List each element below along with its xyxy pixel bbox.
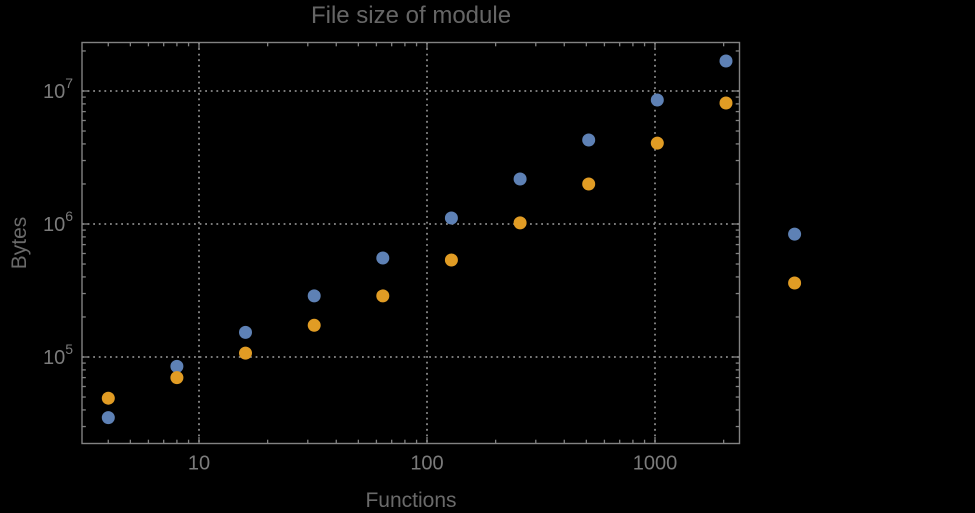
point-series-2-orange-x256 (513, 216, 527, 230)
point-series-2-orange-x16 (239, 346, 252, 360)
point-series-2-orange-x128 (444, 253, 458, 267)
x-axis-label: Functions (365, 489, 457, 512)
point-series-2-orange-x4096 (788, 276, 802, 290)
point-series-1-blue-x2048 (719, 54, 733, 68)
point-series-1-blue-x4 (101, 411, 115, 425)
y-tick-labels: 105 106 107 (43, 75, 73, 369)
y-tick-label-10e7: 107 (43, 75, 73, 103)
x-tick-label-100: 100 (410, 453, 443, 475)
point-series-1-blue-x32 (307, 289, 321, 303)
point-series-2-orange-x1024 (650, 136, 664, 150)
series-2-orange (101, 96, 802, 405)
point-series-2-orange-x2048 (719, 96, 733, 110)
y-tick-label-10e5: 105 (43, 341, 73, 369)
y-tick-label-10e6: 106 (43, 208, 73, 236)
point-series-2-orange-x4 (101, 391, 115, 405)
point-series-1-blue-x8 (170, 359, 184, 373)
point-series-2-orange-x64 (376, 289, 390, 303)
gridlines (82, 42, 740, 444)
point-series-1-blue-x16 (239, 325, 252, 339)
point-series-1-blue-x1024 (650, 93, 664, 107)
x-tick-label-1000: 1000 (633, 453, 678, 475)
plot-frame (81, 41, 741, 445)
point-series-1-blue-x4096 (788, 227, 802, 241)
point-series-1-blue-x256 (513, 172, 527, 186)
point-series-2-orange-x32 (307, 318, 321, 332)
series-1-blue (101, 54, 802, 425)
point-series-2-orange-x512 (582, 177, 596, 191)
point-series-1-blue-x64 (376, 251, 390, 265)
x-tick-label-10: 10 (188, 453, 210, 475)
point-series-1-blue-x512 (582, 133, 596, 147)
axis-ticks (82, 42, 740, 444)
x-tick-labels: 10 100 1000 (188, 453, 677, 475)
point-series-2-orange-x8 (170, 371, 184, 385)
plot-title: File size of module (310, 2, 512, 29)
point-series-1-blue-x128 (444, 211, 458, 225)
